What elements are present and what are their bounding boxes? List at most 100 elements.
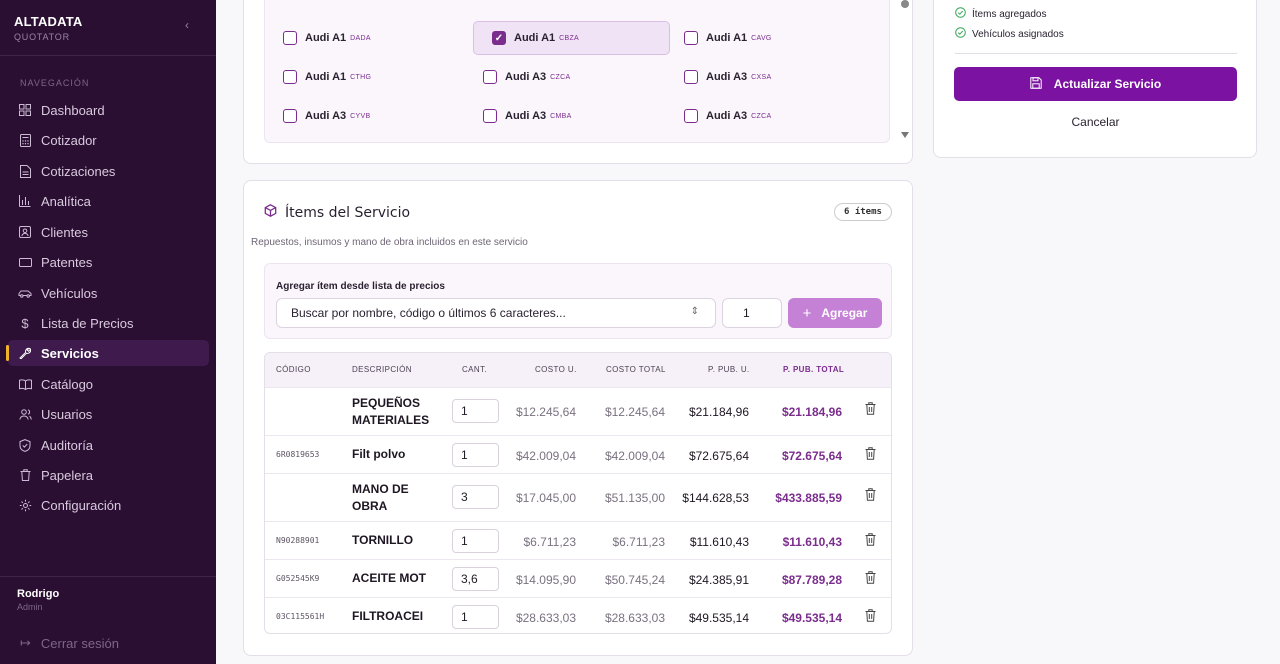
- item-unit-price: $11.610,43: [689, 535, 749, 549]
- sidebar-item-label: Patentes: [41, 254, 93, 270]
- item-total-cost: $51.135,00: [604, 491, 665, 505]
- vehicle-name: Audi A1: [706, 32, 748, 44]
- sidebar-item-label: Clientes: [41, 224, 88, 240]
- chevron-left-icon[interactable]: ‹: [185, 18, 189, 32]
- item-total-cost: $12.245,64: [604, 405, 665, 419]
- item-qty-input[interactable]: 3: [452, 485, 499, 509]
- table-row: N90288901 TORNILLO 1 $6.711,23 $6.711,23…: [265, 521, 891, 559]
- sidebar-item-cotizador[interactable]: Cotizador: [8, 127, 209, 153]
- item-search-select[interactable]: Buscar por nombre, código o últimos 6 ca…: [276, 298, 716, 328]
- checkbox[interactable]: [483, 109, 497, 123]
- item-unit-price: $144.628,53: [682, 491, 749, 505]
- sidebar-item-servicios[interactable]: Servicios: [6, 340, 209, 366]
- table-row: MANO DE OBRA 3 $17.045,00 $51.135,00 $14…: [265, 473, 891, 521]
- vehicle-option[interactable]: Audi A1 CAVG: [666, 21, 866, 55]
- sidebar-item-label: Catálogo: [41, 376, 94, 392]
- trash-icon[interactable]: [865, 609, 876, 625]
- header-unit-price: P. PUB. U.: [708, 365, 750, 374]
- header-description: DESCRIPCIÓN: [352, 365, 412, 374]
- car-icon: [18, 286, 32, 300]
- sidebar-item-usuarios[interactable]: Usuarios: [8, 401, 209, 427]
- service-items-card: Ítems del Servicio 6 ítems Repuestos, in…: [243, 180, 913, 656]
- vehicle-option[interactable]: ✓ Audi A1 CBZA: [473, 21, 670, 55]
- sidebar-item-configuracion[interactable]: Configuración: [8, 492, 209, 518]
- logout-button[interactable]: ↦ Cerrar sesión: [20, 635, 119, 651]
- checkbox[interactable]: [684, 31, 698, 45]
- vehicle-option[interactable]: Audi A3 CMBA: [465, 99, 665, 133]
- book-icon: [18, 377, 32, 391]
- vehicle-option[interactable]: Audi A3 CYVB: [265, 99, 465, 133]
- nav-section-title: NAVEGACIÓN: [20, 78, 90, 88]
- checkbox[interactable]: [684, 70, 698, 84]
- trash-icon[interactable]: [865, 488, 876, 504]
- checkbox[interactable]: [483, 70, 497, 84]
- vehicle-option[interactable]: Audi A1 DADA: [265, 21, 465, 55]
- package-icon: [264, 204, 277, 221]
- sidebar-item-patentes[interactable]: Patentes: [8, 249, 209, 275]
- logout-icon: ↦: [20, 635, 31, 650]
- item-qty-input[interactable]: 1: [452, 529, 499, 553]
- item-qty-input[interactable]: 1: [452, 605, 499, 629]
- table-row: G052545K9 ACEITE MOT 3,6 $14.095,90 $50.…: [265, 559, 891, 597]
- checkbox[interactable]: [283, 109, 297, 123]
- vehicle-model-list[interactable]: Audi A1 DADA ✓ Audi A1 CBZA Audi A1 CAVG…: [264, 0, 909, 143]
- item-qty-input[interactable]: 3,6: [452, 567, 499, 591]
- sidebar-item-catalogo[interactable]: Catálogo: [8, 371, 209, 397]
- sidebar-item-label: Auditoría: [41, 437, 94, 453]
- item-unit-cost: $12.245,64: [515, 405, 576, 419]
- item-qty-input[interactable]: 1: [452, 399, 499, 423]
- sidebar-item-lista-de-precios[interactable]: $ Lista de Precios: [8, 310, 209, 336]
- checkbox[interactable]: [283, 70, 297, 84]
- vehicle-option[interactable]: Audi A3 CZCA: [465, 60, 665, 94]
- divider: [955, 53, 1237, 54]
- items-table: CÓDIGO DESCRIPCIÓN CANT. COSTO U. COSTO …: [264, 352, 892, 634]
- sidebar-item-papelera[interactable]: Papelera: [8, 462, 209, 488]
- document-icon: [18, 164, 32, 178]
- vehicle-option-partial[interactable]: [473, 0, 673, 8]
- engine-code: CXSA: [751, 73, 772, 81]
- chevron-updown-icon: ⇕: [690, 306, 699, 317]
- update-service-button[interactable]: Actualizar Servicio: [954, 67, 1237, 101]
- scroll-down-arrow-icon[interactable]: [901, 132, 909, 138]
- vehicle-option-partial[interactable]: [675, 0, 875, 8]
- users-icon: [18, 407, 32, 421]
- vehicle-option-partial[interactable]: [265, 0, 465, 8]
- item-qty-input[interactable]: 1: [452, 443, 499, 467]
- checkbox[interactable]: [283, 31, 297, 45]
- cancel-button[interactable]: Cancelar: [1071, 115, 1120, 129]
- save-icon: [1030, 76, 1042, 92]
- sidebar-item-vehiculos[interactable]: Vehículos: [8, 280, 209, 306]
- checkbox[interactable]: [684, 109, 698, 123]
- sidebar: ALTADATA QUOTATOR ‹ NAVEGACIÓN Dashboard…: [0, 0, 216, 664]
- quantity-input[interactable]: 1: [722, 298, 782, 328]
- sidebar-item-auditoria[interactable]: Auditoría: [8, 432, 209, 458]
- checkbox-checked[interactable]: ✓: [492, 31, 506, 45]
- sidebar-item-dashboard[interactable]: Dashboard: [8, 97, 209, 123]
- vehicle-option[interactable]: Audi A3 CXSA: [666, 60, 866, 94]
- sidebar-item-clientes[interactable]: Clientes: [8, 219, 209, 245]
- sidebar-divider: [0, 55, 216, 56]
- vehicle-name: Audi A3: [505, 110, 547, 122]
- engine-code: CTHG: [350, 73, 372, 81]
- plus-icon: +: [802, 304, 812, 322]
- item-total-price: $21.184,96: [781, 405, 842, 419]
- item-description: Filt polvo: [352, 447, 406, 461]
- contact-icon: [18, 225, 32, 239]
- trash-icon[interactable]: [865, 402, 876, 418]
- item-total-price: $11.610,43: [782, 535, 842, 549]
- vehicle-option[interactable]: Audi A1 CTHG: [265, 60, 465, 94]
- scrollbar-thumb[interactable]: [901, 0, 909, 8]
- add-item-button[interactable]: + Agregar: [788, 298, 882, 328]
- item-unit-price: $24.385,91: [688, 573, 749, 587]
- trash-icon[interactable]: [865, 447, 876, 463]
- sidebar-item-analitica[interactable]: Analítica: [8, 188, 209, 214]
- trash-icon[interactable]: [865, 533, 876, 549]
- vehicle-name: Audi A1: [305, 71, 347, 83]
- vehicle-option[interactable]: Audi A3 CZCA: [666, 99, 866, 133]
- logout-label: Cerrar sesión: [40, 635, 119, 651]
- dollar-icon: $: [21, 315, 29, 331]
- check-items-added: Ítems agregados: [955, 7, 1047, 21]
- sidebar-item-cotizaciones[interactable]: Cotizaciones: [8, 158, 209, 184]
- user-role: Admin: [17, 602, 43, 612]
- trash-icon[interactable]: [865, 571, 876, 587]
